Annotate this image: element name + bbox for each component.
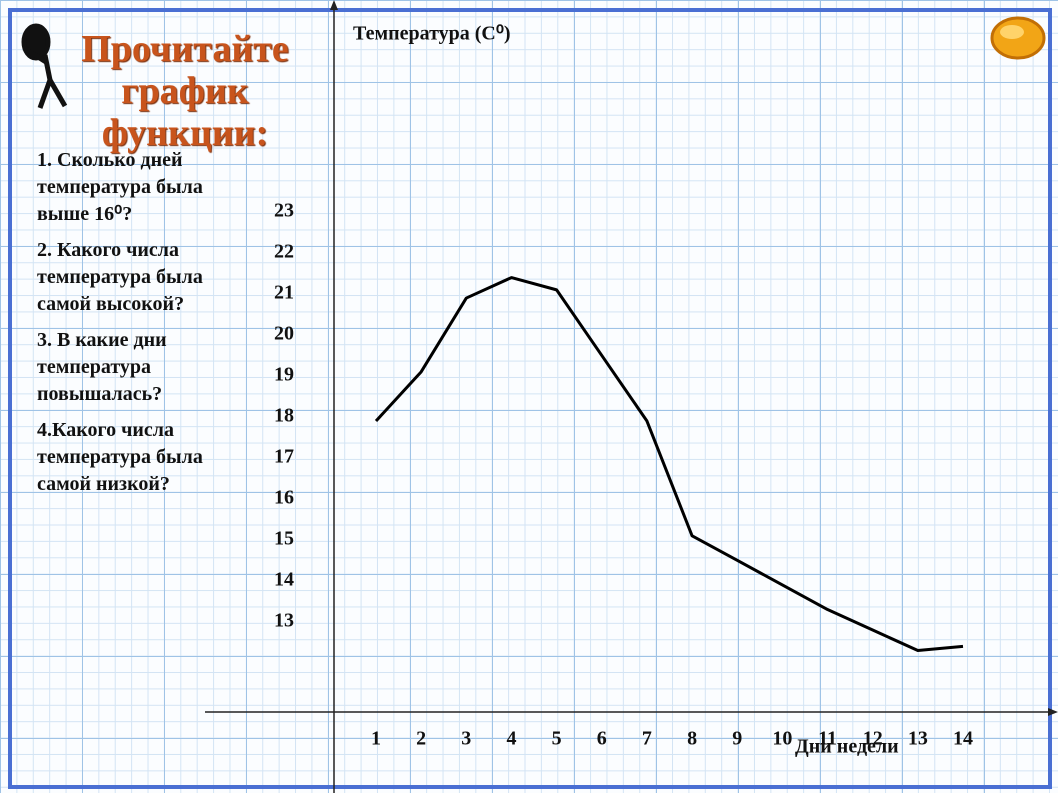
x-tick-label: 7 bbox=[642, 728, 652, 750]
x-tick-label: 14 bbox=[953, 728, 973, 750]
x-tick-label: 11 bbox=[818, 728, 837, 750]
x-tick-label: 5 bbox=[552, 728, 562, 750]
y-tick-label: 16 bbox=[274, 486, 294, 508]
x-tick-label: 4 bbox=[506, 728, 516, 750]
question: 4.Какого числа температура была самой ни… bbox=[37, 419, 203, 495]
question: 1. Сколько дней температура была выше 16… bbox=[37, 149, 203, 225]
y-tick-label: 14 bbox=[274, 568, 294, 590]
y-tick-label: 19 bbox=[274, 364, 294, 386]
question: 3. В какие дни температура повышалась? bbox=[37, 329, 167, 405]
y-tick-label: 18 bbox=[274, 405, 294, 427]
y-tick-label: 21 bbox=[274, 282, 294, 304]
x-tick-label: 9 bbox=[732, 728, 742, 750]
questions: 1. Сколько дней температура была выше 16… bbox=[37, 147, 237, 507]
x-tick-label: 12 bbox=[863, 728, 883, 750]
x-tick-label: 6 bbox=[597, 728, 607, 750]
coin-icon bbox=[990, 16, 1046, 60]
x-tick-label: 10 bbox=[772, 728, 792, 750]
temperature-line bbox=[374, 276, 964, 653]
x-tick-label: 3 bbox=[461, 728, 471, 750]
y-tick-label: 17 bbox=[274, 445, 294, 467]
question: 2. Какого числа температура была самой в… bbox=[37, 239, 203, 315]
frame bbox=[8, 8, 1052, 789]
x-tick-label: 2 bbox=[416, 728, 426, 750]
stick-figure bbox=[21, 23, 68, 109]
y-tick-label: 23 bbox=[274, 200, 294, 222]
x-tick-label: 1 bbox=[371, 728, 381, 750]
y-tick-label: 20 bbox=[274, 323, 294, 345]
y-tick-label: 15 bbox=[274, 527, 294, 549]
x-axis-label: Дни недели bbox=[795, 736, 899, 758]
y-tick-label: 22 bbox=[274, 241, 294, 263]
y-tick-label: 13 bbox=[274, 609, 294, 631]
slide-title: Прочитайте график функции: bbox=[81, 28, 289, 154]
x-tick-label: 8 bbox=[687, 728, 697, 750]
x-axis-arrow bbox=[1048, 708, 1058, 716]
x-tick-label: 13 bbox=[908, 728, 928, 750]
y-axis-arrow bbox=[330, 0, 338, 10]
y-axis-label: Температура (С⁰) bbox=[353, 23, 511, 45]
